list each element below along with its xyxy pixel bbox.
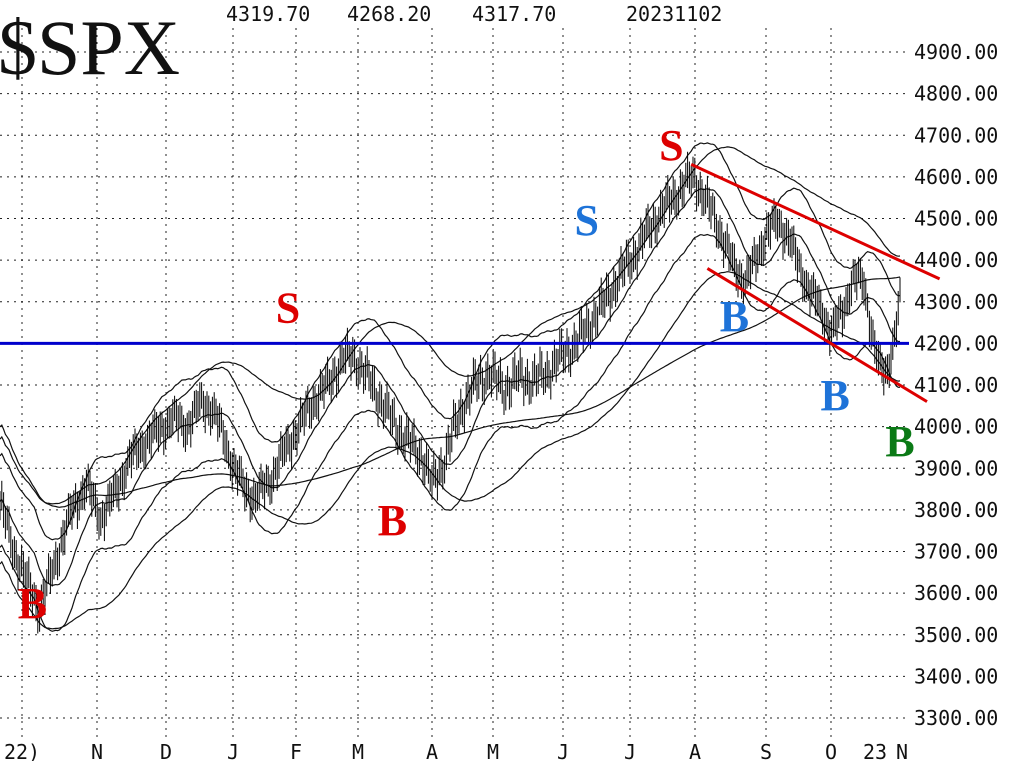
sell-signal-label: S [575, 196, 599, 245]
x-tick-label: S [760, 740, 772, 761]
x-tick-label: J [624, 740, 636, 761]
y-tick-label: 4000.00 [914, 415, 998, 439]
x-tick-label: F [290, 740, 302, 761]
x-tick-label: A [426, 740, 438, 761]
header-high: 4319.70 [226, 2, 310, 26]
y-tick-label: 3700.00 [914, 540, 998, 564]
upper-band-20 [0, 142, 900, 541]
moving-average-20 [0, 188, 900, 587]
x-tick-label: N [896, 740, 908, 761]
header-low: 4268.20 [347, 2, 431, 26]
sell-signal-label: S [276, 284, 300, 333]
y-tick-label: 3400.00 [914, 664, 998, 688]
lower-band-50 [0, 271, 901, 630]
upper-band-50 [0, 146, 901, 505]
y-tick-label: 4600.00 [914, 165, 998, 189]
y-tick-label: 4300.00 [914, 290, 998, 314]
chart-grid [0, 28, 905, 740]
x-tick-label: J [557, 740, 569, 761]
header-close: 4317.70 [472, 2, 556, 26]
buy-signal-label: B [885, 417, 914, 466]
chart-series [0, 142, 901, 634]
y-axis-labels: 4900.00 4800.00 4700.00 4600.00 4500.00 4400.… [914, 40, 998, 730]
symbol-title: $SPX [0, 4, 180, 91]
y-tick-label: 4200.00 [914, 331, 998, 355]
sell-signal-label: S [659, 121, 683, 170]
buy-signal-label: B [378, 496, 407, 545]
buy-signal-label: B [720, 292, 749, 341]
y-tick-label: 4400.00 [914, 248, 998, 272]
y-tick-label: 3500.00 [914, 623, 998, 647]
buy-signal-label: B [18, 579, 47, 628]
downtrend-line-upper [690, 163, 941, 281]
x-tick-label: N [91, 740, 103, 761]
buy-signal-label: B [821, 371, 850, 420]
lower-band-20 [0, 233, 900, 632]
y-tick-label: 4700.00 [914, 123, 998, 147]
y-tick-label: 4100.00 [914, 373, 998, 397]
y-tick-label: 3800.00 [914, 498, 998, 522]
moving-average-200 [0, 276, 901, 508]
y-tick-label: 3600.00 [914, 581, 998, 605]
y-tick-label: 3900.00 [914, 456, 998, 480]
x-tick-label: A [689, 740, 701, 761]
y-tick-label: 4500.00 [914, 207, 998, 231]
header-date: 20231102 [626, 2, 722, 26]
x-tick-label: 22) [4, 740, 40, 761]
x-tick-label: 23 [863, 740, 887, 761]
y-tick-label: 4900.00 [914, 40, 998, 64]
x-tick-label: O [825, 740, 837, 761]
x-tick-label: M [487, 740, 499, 761]
x-tick-label: D [160, 740, 172, 761]
chart-drawn-lines [0, 163, 941, 403]
x-tick-label: M [352, 740, 364, 761]
y-tick-label: 4800.00 [914, 82, 998, 106]
x-tick-label: J [227, 740, 239, 761]
x-axis-labels: 22) N D J F M A M J J A S O 23 N [4, 740, 908, 761]
downtrend-line-lower [706, 267, 928, 403]
y-tick-label: 3300.00 [914, 706, 998, 730]
